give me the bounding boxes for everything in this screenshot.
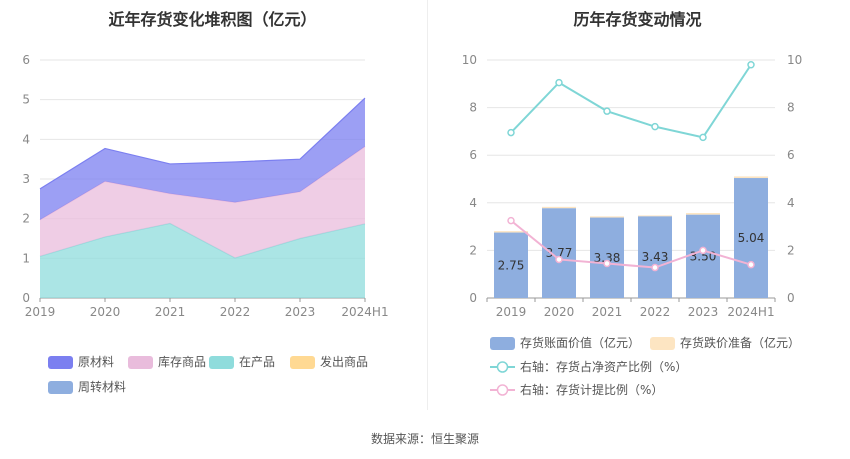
y-tick-label: 8 bbox=[469, 101, 477, 115]
line-右轴：存货占净资产比例（%） bbox=[510, 64, 752, 139]
x-tick-label: 2019 bbox=[25, 305, 56, 319]
bar-data-label: 3.77 bbox=[546, 246, 573, 260]
line-point bbox=[603, 259, 611, 268]
right-chart-title: 历年存货变动情况 bbox=[573, 10, 702, 29]
x-tick-label: 2021 bbox=[592, 305, 623, 319]
bar-book-value bbox=[542, 208, 576, 298]
y-tick-label: 6 bbox=[469, 148, 477, 162]
x-tick-label: 2022 bbox=[220, 305, 251, 319]
x-tick-label: 2019 bbox=[496, 305, 527, 319]
x-tick-label: 2023 bbox=[688, 305, 719, 319]
bar-impairment bbox=[590, 216, 624, 218]
legend-swatch bbox=[128, 356, 153, 369]
legend-label: 右轴：存货占净资产比例（%） bbox=[520, 359, 687, 374]
line-point bbox=[699, 133, 707, 142]
area-原材料 bbox=[40, 98, 365, 220]
y2-tick-label: 4 bbox=[787, 196, 795, 210]
y2-tick-label: 8 bbox=[787, 101, 795, 115]
panel-divider bbox=[427, 0, 428, 410]
y-tick-label: 1 bbox=[22, 251, 30, 265]
legend-swatch-marker bbox=[496, 361, 509, 373]
line-point bbox=[555, 255, 563, 264]
data-source-note: 数据来源：恒生聚源 bbox=[370, 432, 479, 446]
y2-tick-label: 2 bbox=[787, 243, 795, 257]
line-右轴：存货计提比例（%） bbox=[510, 219, 752, 269]
y-tick-label: 3 bbox=[22, 172, 30, 186]
legend-swatch bbox=[209, 356, 234, 369]
y-tick-label: 0 bbox=[469, 291, 477, 305]
legend-label: 周转材料 bbox=[78, 379, 126, 394]
legend-label: 存货账面价值（亿元） bbox=[520, 335, 640, 350]
x-tick-label: 2021 bbox=[155, 305, 186, 319]
x-tick-label: 2020 bbox=[90, 305, 121, 319]
legend-swatch bbox=[490, 337, 515, 350]
y2-tick-label: 6 bbox=[787, 148, 795, 162]
legend-label: 存货跌价准备（亿元） bbox=[680, 335, 800, 350]
bar-impairment bbox=[542, 206, 576, 209]
bar-book-value bbox=[494, 232, 528, 298]
y2-tick-label: 10 bbox=[787, 53, 802, 67]
legend-swatch bbox=[650, 337, 675, 350]
y-tick-label: 0 bbox=[22, 291, 30, 305]
bar-book-value bbox=[590, 217, 624, 298]
legend-swatch-marker bbox=[496, 384, 509, 396]
x-tick-label: 2023 bbox=[285, 305, 316, 319]
bar-impairment bbox=[734, 176, 768, 179]
area-在产品 bbox=[40, 223, 365, 298]
line-point bbox=[555, 78, 563, 87]
line-point bbox=[699, 246, 707, 255]
legend-label: 库存商品 bbox=[158, 354, 206, 369]
y-tick-label: 2 bbox=[469, 243, 477, 257]
line-point bbox=[507, 216, 515, 225]
legend-label: 右轴：存货计提比例（%） bbox=[520, 382, 663, 397]
stacked-area-chart: 0 1 2 3 4 5 6 2019 2020 2021 2022 2023 2024H1 原材料 库存商品… bbox=[22, 53, 389, 394]
y-tick-label: 5 bbox=[22, 93, 30, 107]
legend-label: 发出商品 bbox=[320, 354, 368, 369]
bar-impairment bbox=[686, 213, 720, 215]
bar-data-label: 3.43 bbox=[642, 250, 669, 264]
x-tick-label: 2022 bbox=[640, 305, 671, 319]
line-point bbox=[603, 107, 611, 115]
y-tick-label: 4 bbox=[22, 132, 30, 146]
area-edge-原材料 bbox=[39, 97, 366, 190]
y-tick-label: 6 bbox=[22, 53, 30, 67]
x-tick-label: 2024H1 bbox=[727, 305, 774, 319]
x-tick-label: 2024H1 bbox=[341, 305, 388, 319]
line-point bbox=[747, 260, 755, 269]
left-chart-title: 近年存货变化堆积图（亿元） bbox=[108, 10, 317, 29]
bar-book-value bbox=[734, 178, 768, 298]
y-tick-label: 4 bbox=[469, 196, 477, 210]
line-point bbox=[747, 61, 755, 69]
bar-impairment bbox=[494, 231, 528, 233]
legend-swatch bbox=[290, 356, 315, 369]
line-point bbox=[507, 128, 515, 137]
legend-label: 在产品 bbox=[239, 355, 275, 369]
bar-book-value bbox=[686, 214, 720, 298]
legend-swatch bbox=[48, 356, 73, 369]
inventory-bar-line-chart: 0 2 4 6 8 10 0 2 4 6 8 10 2.75 2019 3.77 2020 3.38 2021 3.… bbox=[462, 53, 803, 397]
legend-label: 原材料 bbox=[78, 355, 114, 369]
bar-data-label: 2.75 bbox=[498, 258, 525, 272]
area-库存商品 bbox=[40, 146, 365, 258]
y-tick-label: 2 bbox=[22, 212, 30, 226]
line-point bbox=[651, 122, 659, 131]
x-tick-label: 2020 bbox=[544, 305, 575, 319]
y2-tick-label: 0 bbox=[787, 291, 795, 305]
bar-data-label: 3.38 bbox=[594, 251, 621, 265]
bar-impairment bbox=[638, 215, 672, 217]
y-tick-label: 10 bbox=[462, 53, 477, 67]
legend-swatch bbox=[48, 381, 73, 394]
bar-book-value bbox=[638, 216, 672, 298]
line-point bbox=[651, 263, 659, 272]
bar-data-label: 5.04 bbox=[738, 231, 765, 245]
